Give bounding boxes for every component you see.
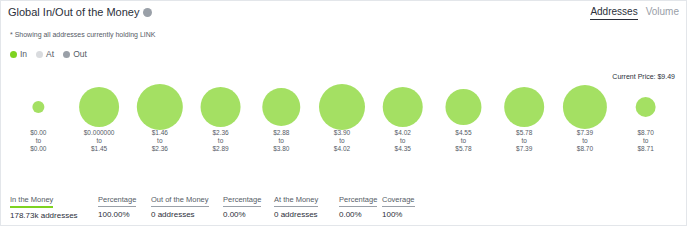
- html-text:Percentage: Percentage: [339, 195, 378, 204]
- svg-text:$4.55to$5.78: $4.55to$5.78: [455, 129, 472, 153]
- html-text:Addresses: Addresses: [590, 6, 638, 17]
- svg-text:$0.00to$0.00: $0.00to$0.00: [30, 129, 47, 153]
- html-text:Out: Out: [73, 49, 87, 59]
- html-text:At the Money: At the Money: [274, 195, 319, 204]
- html-text:At: At: [46, 49, 55, 59]
- html-text:178.73k addresses: 178.73k addresses: [10, 211, 78, 220]
- html-text:In: In: [20, 49, 28, 59]
- html-text:Current Price: $9.49: Current Price: $9.49: [612, 73, 675, 80]
- html-text:Percentage: Percentage: [223, 195, 262, 204]
- svg-text:$1.46to$2.36: $1.46to$2.36: [152, 129, 169, 153]
- svg-text:$4.02to$4.35: $4.02to$4.35: [395, 129, 412, 153]
- svg-text:$3.90to$4.02: $3.90to$4.02: [334, 129, 351, 153]
- svg-text:$8.70to$8.71: $8.70to$8.71: [637, 129, 654, 153]
- svg-text:$0.000000to$1.45: $0.000000to$1.45: [84, 129, 115, 153]
- html-text:0 addresses: 0 addresses: [274, 210, 318, 219]
- html-text:Out of the Money: Out of the Money: [151, 195, 209, 204]
- svg-text:$5.78to$7.39: $5.78to$7.39: [516, 129, 533, 153]
- svg-text:$2.88to$3.80: $2.88to$3.80: [273, 129, 290, 153]
- html-text:0.00%: 0.00%: [223, 210, 246, 219]
- html-text:Volume: Volume: [645, 6, 679, 17]
- html-text:Global In/Out of the Money: Global In/Out of the Money: [8, 6, 140, 18]
- html-text:100.00%: 100.00%: [98, 210, 130, 219]
- svg-text:$2.36to$2.89: $2.36to$2.89: [212, 129, 229, 153]
- html-text:Percentage: Percentage: [98, 195, 137, 204]
- html-text:100%: 100%: [382, 210, 403, 219]
- html-text:In the Money: In the Money: [10, 195, 54, 204]
- html-text:0 addresses: 0 addresses: [151, 210, 195, 219]
- svg-text:$7.39to$8.70: $7.39to$8.70: [577, 129, 594, 153]
- html-text:0.00%: 0.00%: [339, 210, 362, 219]
- html-text:Coverage: Coverage: [382, 195, 415, 204]
- html-text:* Showing all addresses curren: * Showing all addresses currently holdin…: [10, 31, 156, 38]
